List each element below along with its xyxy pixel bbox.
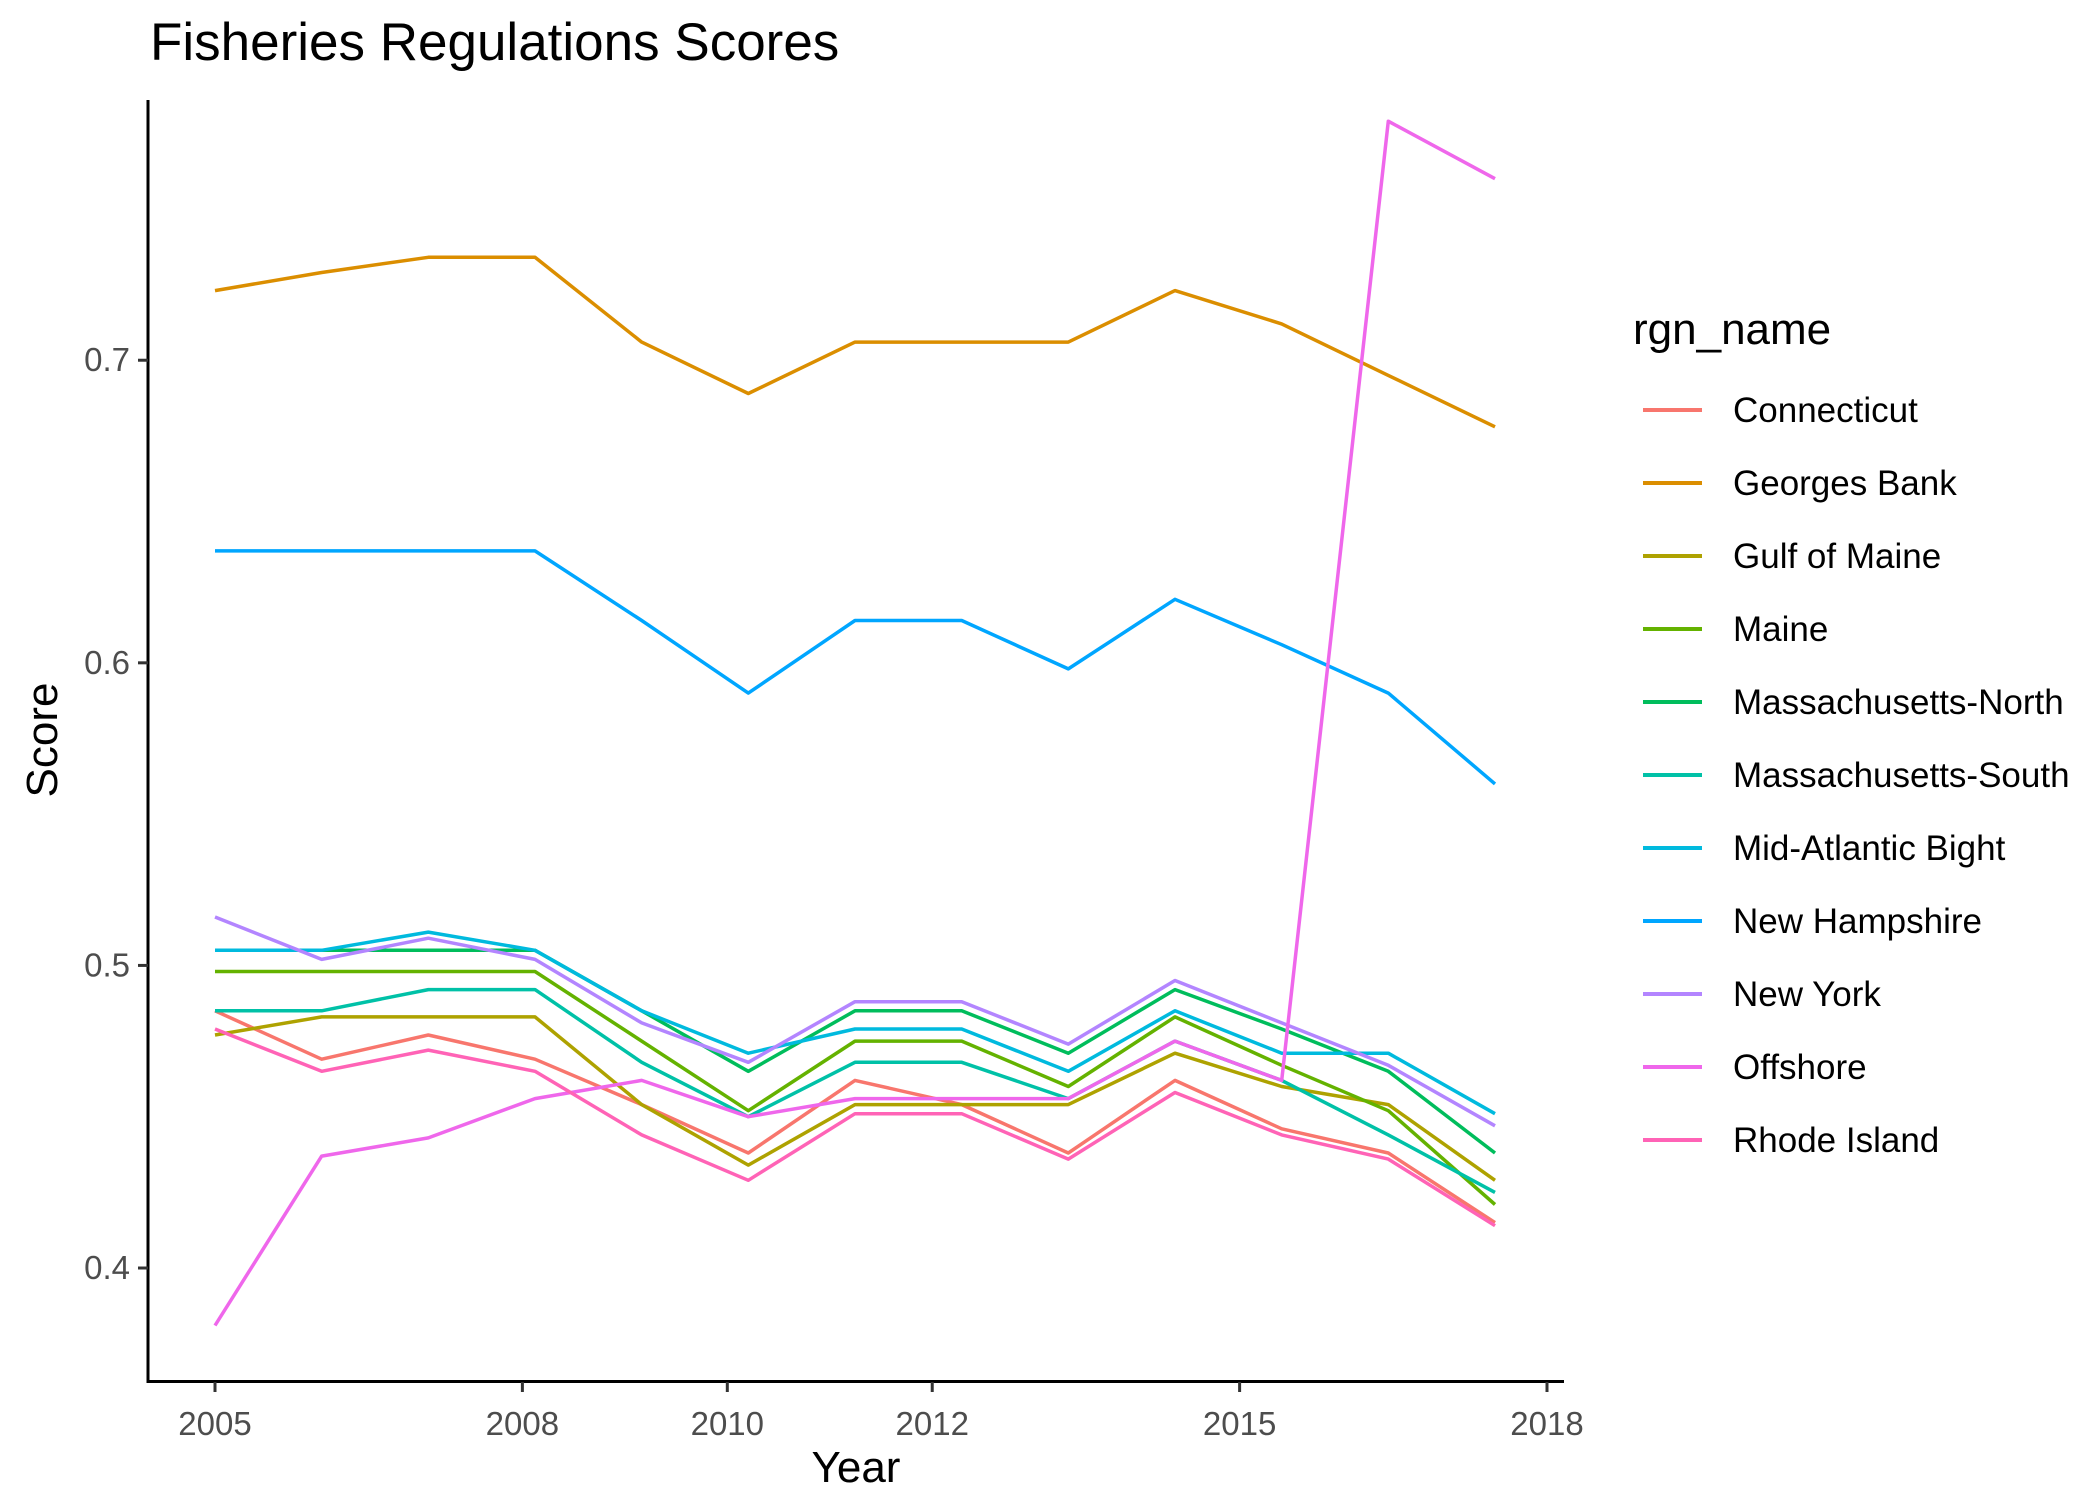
legend-item-mid-atlantic-bight: Mid-Atlantic Bight [1643,829,2006,868]
legend-item-new-york: New York [1643,975,1881,1014]
legend-label: Georges Bank [1733,464,1957,503]
legend: rgn_name Connecticut Georges Bank Gulf of … [1633,305,2070,1160]
series-line-massachusetts-south [215,987,1496,1194]
y-tick-label: 0.7 [84,341,130,378]
legend-label: Rhode Island [1733,1121,1939,1160]
x-tick-label: 2008 [486,1405,559,1442]
y-tick-label: 0.5 [84,946,130,983]
legend-label: New Hampshire [1733,902,1982,941]
legend-item-gulf-of-maine: Gulf of Maine [1643,537,1941,576]
x-axis-title: Year [812,1443,901,1492]
legend-item-massachusetts-south: Massachusetts-South [1643,756,2070,795]
series-line-new-hampshire [215,549,1497,786]
legend-label: Massachusetts-North [1733,683,2064,722]
series-line-mid-atlantic-bight [215,930,1496,1116]
series-line-massachusetts-north [215,948,1497,1155]
legend-label: Maine [1733,610,1828,649]
legend-label: Gulf of Maine [1733,537,1941,576]
y-tick-label: 0.4 [84,1249,130,1286]
x-tick-label: 2010 [691,1405,764,1442]
legend-item-maine: Maine [1643,610,1828,649]
series-line-offshore [213,119,1496,1327]
legend-label: New York [1733,975,1881,1014]
x-tick-label: 2005 [178,1405,251,1442]
legend-item-offshore: Offshore [1643,1048,1867,1087]
series-line-georges-bank [214,255,1496,429]
legend-item-rhode-island: Rhode Island [1643,1121,1939,1160]
series-line-new-york [214,915,1496,1128]
x-tick-label: 2015 [1203,1405,1276,1442]
legend-item-new-hampshire: New Hampshire [1643,902,1982,941]
legend-title: rgn_name [1633,305,1831,354]
plot-area [213,119,1497,1327]
x-tick-label: 2012 [896,1405,969,1442]
legend-label: Offshore [1733,1048,1867,1087]
legend-item-massachusetts-north: Massachusetts-North [1643,683,2064,722]
series-line-maine [215,969,1497,1206]
series-line-rhode-island [214,1027,1496,1228]
series-line-connecticut [214,1009,1496,1225]
x-tick-label: 2018 [1510,1405,1583,1442]
x-axis-ticks: 2005 2008 2010 2012 2015 2018 [178,1382,1584,1442]
legend-label: Connecticut [1733,391,1918,430]
legend-label: Mid-Atlantic Bight [1733,829,2006,868]
series-line-gulf-of-maine [214,1015,1497,1182]
legend-label: Massachusetts-South [1733,756,2070,795]
y-axis-ticks: 0.4 0.5 0.6 0.7 [84,341,148,1286]
legend-item-georges-bank: Georges Bank [1643,464,1957,503]
chart-title: Fisheries Regulations Scores [150,13,839,72]
legend-item-connecticut: Connecticut [1643,391,1918,430]
y-axis-title: Score [18,683,67,798]
y-tick-label: 0.6 [84,644,130,681]
